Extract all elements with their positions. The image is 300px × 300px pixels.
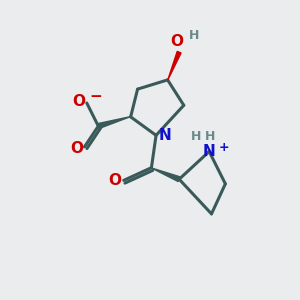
Text: N: N [203, 144, 216, 159]
Text: H: H [189, 29, 199, 43]
Polygon shape [98, 117, 130, 128]
Text: H: H [205, 130, 215, 143]
Polygon shape [151, 168, 180, 182]
Text: O: O [73, 94, 85, 109]
Text: −: − [89, 89, 102, 104]
Text: +: + [219, 141, 230, 154]
Text: O: O [70, 140, 83, 155]
Polygon shape [168, 51, 181, 80]
Text: H: H [191, 130, 202, 143]
Text: O: O [108, 173, 122, 188]
Text: N: N [159, 128, 172, 143]
Text: O: O [170, 34, 183, 49]
